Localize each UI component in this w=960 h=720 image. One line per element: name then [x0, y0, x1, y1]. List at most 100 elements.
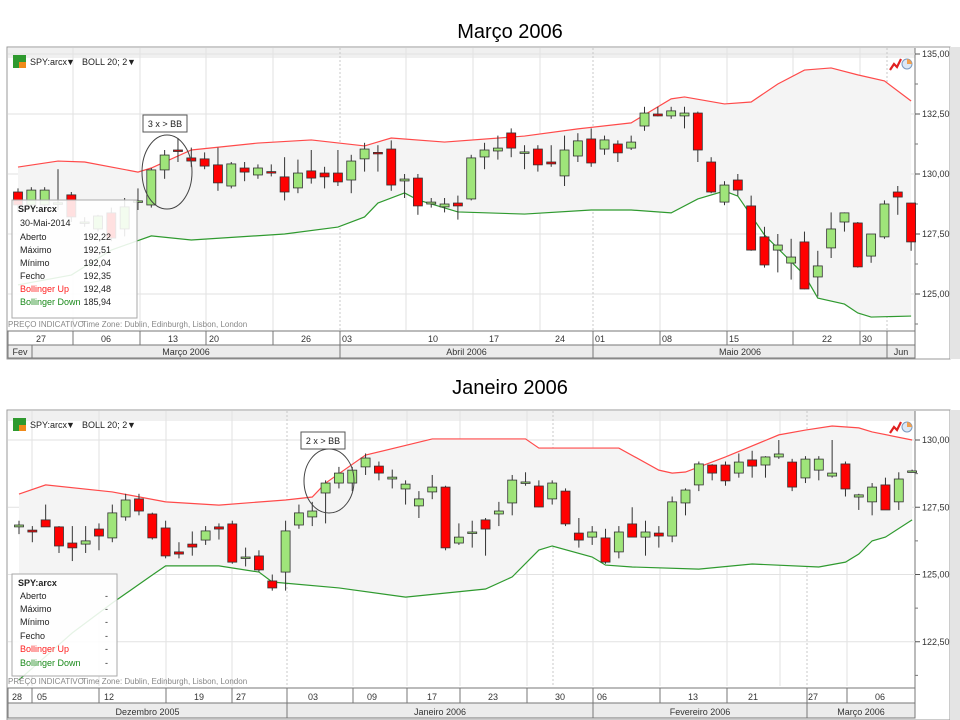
candle: [866, 233, 877, 263]
candle-body-down: [892, 191, 903, 198]
candle: [480, 518, 491, 556]
candle-body-up: [772, 244, 783, 251]
candle-body-up: [853, 494, 864, 498]
candle-body-up: [294, 512, 304, 526]
timezone-label: Time Zone: Dublin, Edinburgh, Lisbon, Lo…: [82, 320, 247, 329]
candle-body-up: [667, 501, 678, 537]
symbol-dropdown[interactable]: SPY:arcx▼: [30, 420, 75, 430]
x-day-label: 05: [37, 692, 47, 702]
candle-body-down: [533, 485, 544, 508]
chart-panel-marco-2006[interactable]: Março 2006 135,00 132,50 130,00 127,50 125,00…: [6, 21, 960, 360]
chart-style-icon[interactable]: [889, 421, 902, 434]
x-day-label: 15: [729, 334, 739, 344]
bollinger-upper-line: [18, 425, 913, 506]
candle-body-up: [200, 530, 211, 541]
x-day-label: 03: [342, 334, 352, 344]
scroll-gutter: [950, 410, 960, 720]
candle-body-down: [652, 113, 663, 117]
indicator-dropdown[interactable]: BOLL 20; 2 ▼: [82, 57, 136, 67]
x-day-label: 19: [194, 692, 204, 702]
candle: [680, 488, 691, 516]
candle-body-down: [840, 463, 851, 490]
legend-label: Bollinger Down: [20, 297, 81, 307]
candle-body-up: [507, 479, 518, 504]
candle-body-down: [747, 459, 758, 467]
candle: [587, 526, 598, 545]
candle-body-up: [826, 228, 837, 249]
candle: [439, 198, 450, 213]
candle: [134, 493, 144, 516]
data-legend: SPY:arcx Aberto - Máximo - Mínimo - Fecho - Bolli…: [11, 573, 118, 677]
candle-body-up: [587, 531, 598, 538]
x-day-label: 06: [875, 692, 885, 702]
candle-body-down: [480, 519, 491, 530]
app-logo-icon: [13, 55, 26, 68]
candle-body-up: [907, 470, 918, 473]
candle: [852, 222, 863, 268]
app-logo-icon: [13, 418, 26, 431]
candle: [120, 493, 131, 521]
x-day-label: 17: [489, 334, 499, 344]
legend-value: 192,04: [83, 258, 111, 268]
legend-date: 30-Mai-2014: [20, 218, 71, 228]
candle: [880, 477, 891, 511]
candle-body-up: [733, 461, 744, 474]
candle-body-down: [707, 464, 718, 474]
y-axis: 130,00 127,50 125,00 122,50: [914, 411, 950, 718]
chart-title: Março 2006: [457, 21, 563, 43]
y-tick-label: 130,00: [922, 169, 950, 179]
x-month-label: Fevereiro 2006: [670, 707, 731, 717]
candle-body-up: [800, 458, 811, 479]
x-day-label: 30: [862, 334, 872, 344]
x-day-label: 10: [428, 334, 438, 344]
candle-body-up: [640, 531, 651, 538]
x-day-label: 21: [748, 692, 758, 702]
x-day-label: 23: [488, 692, 498, 702]
candle-body-down: [600, 537, 611, 563]
legend-value: 192,35: [83, 271, 111, 281]
candle: [599, 135, 610, 155]
annotation-box: [300, 431, 346, 450]
candle-body-down: [40, 519, 51, 528]
candle-body-down: [386, 148, 397, 186]
candle: [666, 106, 677, 119]
symbol-dropdown[interactable]: SPY:arcx▼: [30, 57, 75, 67]
candle-body-up: [107, 512, 118, 539]
candle: [399, 174, 410, 198]
candle-body-down: [506, 132, 517, 149]
legend-value: -: [105, 591, 108, 601]
x-day-label: 09: [367, 692, 377, 702]
candle: [573, 518, 584, 548]
candle: [54, 526, 64, 553]
chevron-down-icon: ▼: [66, 420, 75, 430]
clock-icon[interactable]: [901, 58, 913, 70]
indicator-dropdown[interactable]: BOLL 20; 2 ▼: [82, 420, 136, 430]
candle: [533, 480, 544, 508]
x-day-label: 06: [597, 692, 607, 702]
candle-body-down: [160, 527, 171, 557]
candle: [306, 150, 317, 184]
scroll-gutter: [950, 47, 960, 359]
candle: [413, 491, 424, 519]
candle-body-down: [627, 523, 638, 538]
candle-body-down: [692, 112, 703, 151]
bollinger-band-fill: [19, 426, 913, 680]
candle: [440, 485, 451, 551]
candle-body-up: [519, 151, 530, 154]
candle: [27, 526, 38, 543]
candle-body-down: [799, 241, 810, 290]
legend-title: SPY:arcx: [18, 204, 57, 214]
candle-body-down: [759, 236, 770, 266]
legend-label: Máximo: [20, 245, 52, 255]
candle-body-up: [492, 147, 503, 152]
clock-icon[interactable]: [901, 421, 913, 433]
candle-body-up: [827, 472, 838, 477]
x-day-label: 17: [427, 692, 437, 702]
candle: [867, 483, 878, 516]
candle-body-down: [412, 177, 423, 207]
candle: [373, 145, 383, 172]
chart-style-icon[interactable]: [889, 58, 902, 71]
candle-body-down: [452, 202, 463, 207]
candle-body-up: [520, 481, 531, 484]
chart-panel-janeiro-2006[interactable]: Janeiro 2006 130,00 127,50 125,00 122,50 2 x …: [6, 377, 960, 720]
